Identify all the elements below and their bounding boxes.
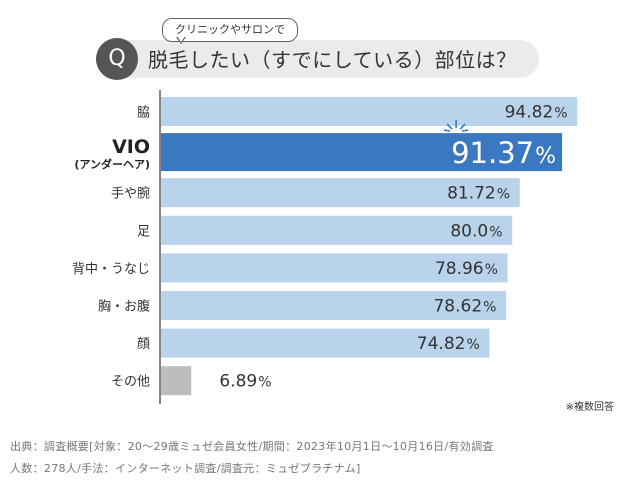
data-label: 6.89: [219, 372, 257, 392]
category-label: 手や腕: [111, 186, 150, 202]
data-label-unit: %: [535, 144, 556, 169]
question-bubble: クリニックやサロンで: [162, 18, 298, 42]
data-label: 80.0: [450, 221, 488, 241]
category-label: VIO: [112, 136, 150, 158]
data-label-unit: %: [497, 187, 510, 203]
data-label-unit: %: [485, 262, 498, 278]
category-label: 胸・お腹: [98, 299, 150, 315]
data-label: 94.82: [505, 103, 554, 123]
data-label: 81.72: [447, 184, 496, 204]
bar-0: [161, 97, 578, 126]
category-label: 背中・うなじ: [72, 262, 150, 277]
sparkle-stroke: [443, 129, 451, 132]
category-label: 足: [137, 224, 150, 239]
category-sublabel: (アンダーヘア): [74, 157, 150, 171]
data-label-unit: %: [466, 337, 479, 353]
bar-3: [161, 215, 513, 245]
data-label: 78.62: [433, 297, 482, 317]
category-label: 顔: [137, 337, 150, 352]
question-bar: [96, 40, 539, 78]
sparkle-stroke: [446, 123, 453, 130]
multiple-answer-note: ※複数回答: [565, 402, 614, 413]
bar-7: [161, 366, 192, 396]
data-label: 91.37: [451, 136, 534, 170]
category-label: 脇: [137, 106, 150, 121]
data-label: 74.82: [417, 334, 466, 354]
data-label-unit: %: [483, 300, 496, 316]
bar-2: [161, 178, 520, 208]
data-label-unit: %: [554, 106, 567, 122]
question-text: 脱毛したい（すでにしている）部位は？: [148, 48, 517, 72]
question-badge: Q: [96, 38, 138, 80]
data-label: 78.96: [435, 259, 484, 279]
bubble-tail-inner: [177, 36, 185, 42]
bar-6: [161, 328, 490, 358]
footer-line-1: 出典：調査概要[対象：20〜29歳ミュゼ会員女性/期間：2023年10月1日〜1…: [10, 440, 494, 453]
bar-1: [161, 133, 563, 172]
data-label-unit: %: [258, 375, 271, 391]
footer-line-2: 人数：278人/手法：インターネット調査/調査元：ミュゼプラチナム]: [10, 462, 361, 475]
data-label-unit: %: [489, 224, 502, 240]
bar-5: [161, 291, 507, 320]
sparkle-stroke: [459, 123, 466, 130]
source-footer: 出典：調査概要[対象：20〜29歳ミュゼ会員女性/期間：2023年10月1日〜1…: [10, 436, 494, 480]
category-label: その他: [111, 375, 150, 390]
sparkle-stroke: [461, 129, 469, 132]
bar-4: [161, 253, 508, 283]
